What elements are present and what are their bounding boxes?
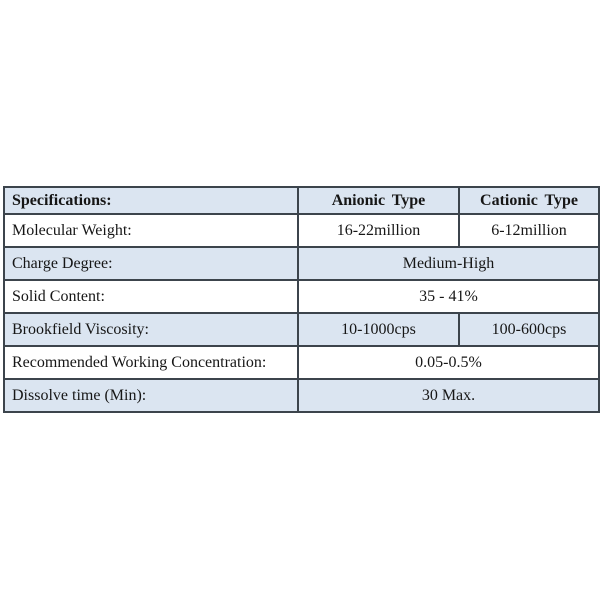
row-label: Solid Content:: [3, 279, 299, 314]
table-row-solid-content: Solid Content: 35 - 41%: [3, 279, 600, 314]
merged-value: 35 - 41%: [297, 279, 600, 314]
cationic-value: 100-600cps: [458, 312, 600, 347]
cationic-value: 6-12million: [458, 213, 600, 248]
table-header-row: Specifications: Anionic Type Cationic Ty…: [3, 186, 600, 215]
table-row-charge-degree: Charge Degree: Medium-High: [3, 246, 600, 281]
row-label: Brookfield Viscosity:: [3, 312, 299, 347]
row-label: Charge Degree:: [3, 246, 299, 281]
merged-value: Medium-High: [297, 246, 600, 281]
table-row-dissolve-time: Dissolve time (Min): 30 Max.: [3, 378, 600, 413]
header-anionic-type: Anionic Type: [297, 186, 460, 215]
specifications-table: Specifications: Anionic Type Cationic Ty…: [3, 186, 600, 413]
merged-value: 30 Max.: [297, 378, 600, 413]
table-row-molecular-weight: Molecular Weight: 16-22million 6-12milli…: [3, 213, 600, 248]
anionic-value: 10-1000cps: [297, 312, 460, 347]
row-label: Dissolve time (Min):: [3, 378, 299, 413]
row-label: Molecular Weight:: [3, 213, 299, 248]
header-specifications: Specifications:: [3, 186, 299, 215]
table-row-working-concentration: Recommended Working Concentration: 0.05-…: [3, 345, 600, 380]
row-label: Recommended Working Concentration:: [3, 345, 299, 380]
header-cationic-type: Cationic Type: [458, 186, 600, 215]
anionic-value: 16-22million: [297, 213, 460, 248]
merged-value: 0.05-0.5%: [297, 345, 600, 380]
table-row-brookfield-viscosity: Brookfield Viscosity: 10-1000cps 100-600…: [3, 312, 600, 347]
